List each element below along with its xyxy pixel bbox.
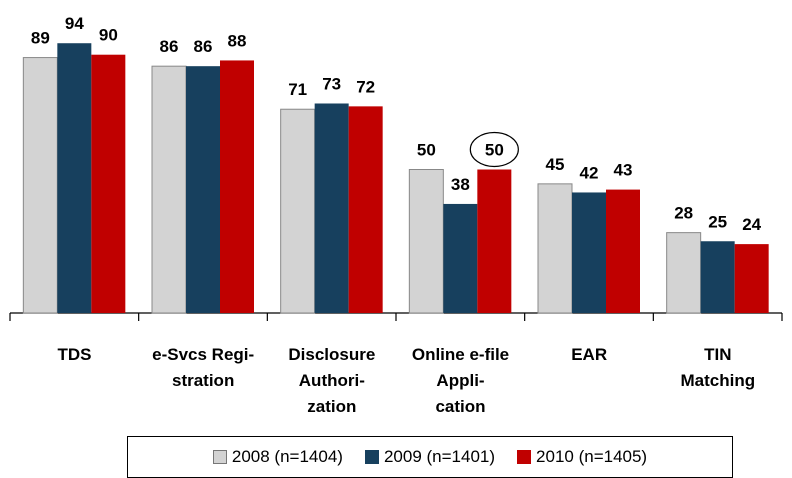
data-label: 25 bbox=[708, 212, 727, 231]
data-label: 89 bbox=[31, 29, 50, 48]
x-tick-label: EAR bbox=[571, 345, 608, 364]
data-label: 86 bbox=[194, 37, 213, 56]
x-tick-label: Disclosure Authori- zation bbox=[288, 345, 376, 416]
bar bbox=[57, 43, 92, 313]
legend-item: 2008 (n=1404) bbox=[212, 447, 343, 467]
bar bbox=[606, 189, 640, 313]
x-tick-label: Online e-file Appli- cation bbox=[411, 345, 510, 416]
bar bbox=[280, 108, 316, 314]
bar bbox=[186, 66, 220, 314]
highlight-circle bbox=[469, 131, 519, 168]
x-tick-label: TDS bbox=[57, 345, 92, 364]
bar bbox=[408, 169, 444, 314]
legend-label: 2009 (n=1401) bbox=[383, 447, 496, 466]
data-label: 90 bbox=[99, 26, 118, 45]
data-label: 43 bbox=[614, 161, 633, 180]
data-label: 94 bbox=[65, 14, 84, 33]
data-label: 45 bbox=[546, 155, 565, 174]
data-label: 28 bbox=[674, 204, 693, 223]
legend-label: 2010 (n=1405) bbox=[536, 447, 648, 466]
bar bbox=[700, 241, 735, 313]
bar bbox=[537, 183, 573, 314]
data-label: 24 bbox=[742, 215, 761, 234]
legend-swatch bbox=[364, 450, 379, 464]
bar bbox=[314, 103, 349, 314]
bar bbox=[220, 60, 254, 313]
data-label: 50 bbox=[417, 141, 436, 160]
data-label: 38 bbox=[451, 175, 470, 194]
bar bbox=[477, 169, 512, 313]
x-tick-label: TIN Matching bbox=[680, 345, 756, 390]
data-label: 72 bbox=[356, 77, 375, 96]
bar bbox=[348, 106, 383, 313]
data-label: 73 bbox=[322, 74, 341, 93]
data-label: 71 bbox=[288, 80, 307, 99]
data-label: 86 bbox=[160, 37, 179, 56]
bar bbox=[734, 244, 769, 313]
legend: 2008 (n=1404) 2009 (n=1401) 2010 (n=1405) bbox=[127, 436, 733, 478]
data-label: 50 bbox=[485, 141, 504, 160]
bar bbox=[572, 192, 606, 313]
bar bbox=[91, 54, 126, 313]
x-tick-label: e-Svcs Regi- stration bbox=[152, 345, 255, 390]
legend-label: 2008 (n=1404) bbox=[231, 447, 343, 466]
bar bbox=[443, 203, 478, 313]
legend-swatch bbox=[517, 450, 532, 464]
legend-item: 2010 (n=1405) bbox=[517, 447, 647, 467]
legend-item: 2009 (n=1401) bbox=[364, 447, 496, 467]
data-label: 42 bbox=[580, 163, 599, 182]
bar bbox=[151, 65, 187, 314]
bar bbox=[666, 232, 702, 314]
bar bbox=[22, 57, 58, 314]
data-label: 88 bbox=[228, 31, 247, 50]
legend-swatch bbox=[212, 450, 227, 464]
